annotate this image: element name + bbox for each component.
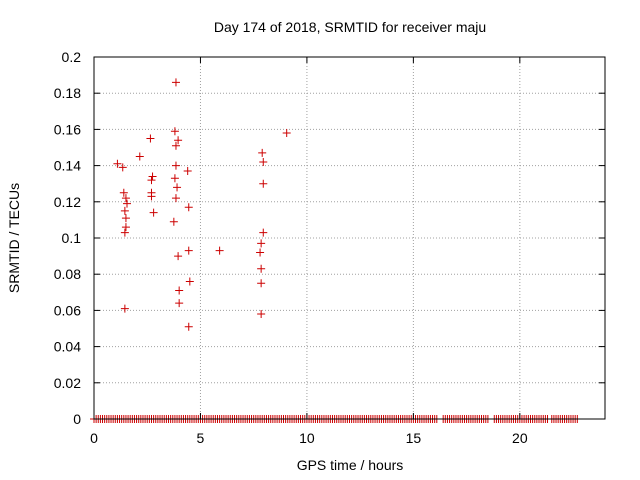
- data-point: [174, 136, 183, 145]
- data-point: [121, 194, 130, 203]
- data-point: [257, 264, 266, 273]
- data-point: [149, 208, 158, 217]
- y-tick-label: 0.04: [54, 339, 81, 355]
- data-point: [184, 203, 193, 212]
- data-point: [257, 239, 266, 248]
- y-tick-label: 0.1: [62, 230, 82, 246]
- x-tick-label: 10: [299, 430, 315, 446]
- data-point: [123, 199, 132, 208]
- data-point: [259, 157, 268, 166]
- data-point: [121, 223, 130, 232]
- y-tick-label: 0.14: [54, 158, 81, 174]
- data-point: [120, 228, 129, 237]
- data-point: [185, 277, 194, 286]
- data-point: [257, 279, 266, 288]
- x-tick-label: 0: [90, 430, 98, 446]
- data-point: [258, 148, 267, 157]
- data-point: [171, 194, 180, 203]
- x-tick-label: 20: [512, 430, 528, 446]
- axis-ticks: [93, 56, 605, 420]
- y-tick-label: 0.06: [54, 302, 81, 318]
- data-point: [257, 310, 266, 319]
- data-point: [183, 167, 192, 176]
- data-point: [256, 248, 265, 257]
- data-point: [175, 299, 184, 308]
- data-point: [174, 252, 183, 261]
- y-tick-label: 0.02: [54, 375, 81, 391]
- data-point: [171, 141, 180, 150]
- data-point: [146, 134, 155, 143]
- data-point: [119, 188, 128, 197]
- data-point: [118, 163, 127, 172]
- data-point: [259, 228, 268, 237]
- data-point: [170, 174, 179, 183]
- y-axis-label: SRMTID / TECUs: [6, 183, 22, 293]
- data-point: [173, 183, 182, 192]
- data-point: [147, 192, 156, 201]
- data-point: [171, 161, 180, 170]
- data-point: [184, 322, 193, 331]
- data-point: [175, 286, 184, 295]
- data-point: [120, 304, 129, 313]
- y-tick-label: 0.2: [62, 49, 82, 65]
- data-markers: [113, 78, 291, 331]
- data-point: [282, 129, 291, 138]
- x-axis-label: GPS time / hours: [297, 457, 404, 473]
- data-point: [170, 127, 179, 136]
- y-tick-label: 0.18: [54, 85, 81, 101]
- data-point: [121, 214, 130, 223]
- chart-title: Day 174 of 2018, SRMTID for receiver maj…: [214, 19, 486, 35]
- data-point: [120, 206, 129, 215]
- x-tick-label: 15: [406, 430, 422, 446]
- y-tick-label: 0.16: [54, 121, 81, 137]
- y-tick-label: 0.12: [54, 194, 81, 210]
- data-point: [135, 152, 144, 161]
- data-point: [169, 217, 178, 226]
- data-point: [215, 246, 224, 255]
- axis-tick-labels: 0 5 10 15 20 0 0.02 0.04 0.06 0.08 0.1 0.12 0.14 0.16…: [54, 49, 528, 446]
- y-tick-label: 0.08: [54, 266, 81, 282]
- x-tick-label: 5: [197, 430, 205, 446]
- y-tick-label: 0: [73, 411, 81, 427]
- data-point: [113, 159, 122, 168]
- grid-lines: [94, 57, 605, 419]
- data-point: [184, 246, 193, 255]
- data-point: [148, 172, 157, 181]
- data-point: [259, 179, 268, 188]
- data-point: [171, 78, 180, 87]
- data-point: [147, 176, 156, 185]
